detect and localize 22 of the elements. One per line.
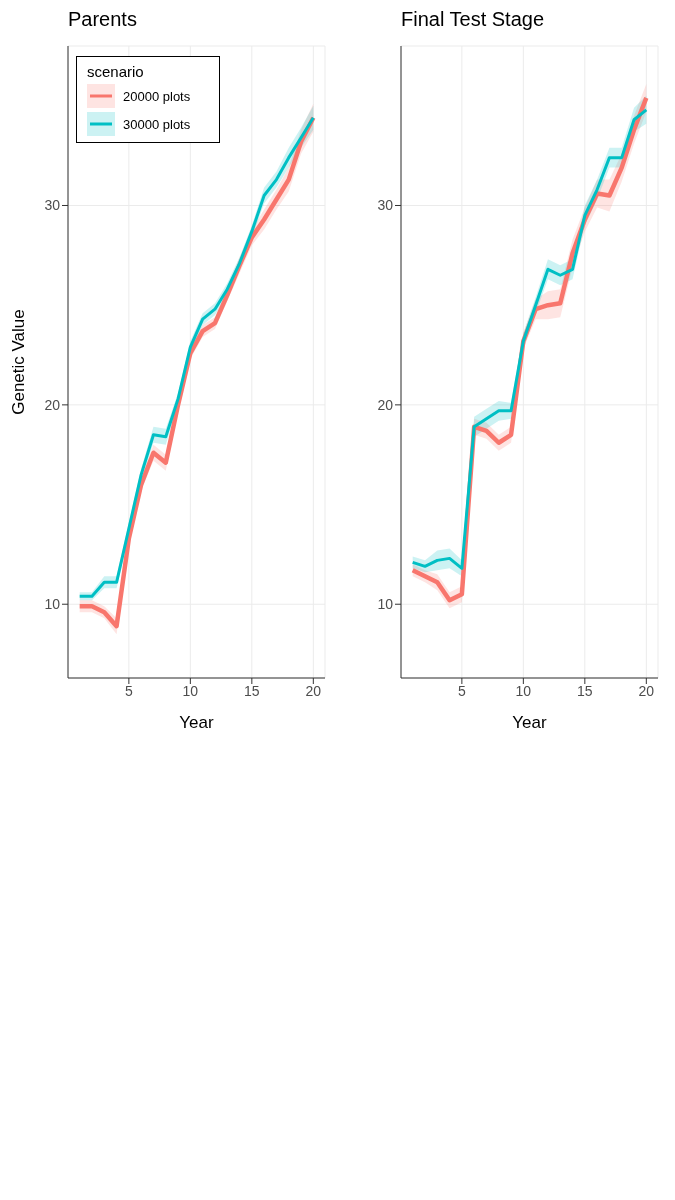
legend-label: 30000 plots bbox=[123, 116, 191, 132]
x-tick-label: 10 bbox=[515, 682, 532, 699]
x-tick-label: 20 bbox=[638, 682, 655, 699]
x-tick-label: 20 bbox=[305, 682, 322, 699]
chart-title: Parents bbox=[68, 8, 138, 32]
y-tick-label: 30 bbox=[377, 197, 394, 214]
x-axis-title: Year bbox=[512, 713, 548, 732]
chart-title: Final Test Stage bbox=[401, 8, 546, 32]
x-axis-title: Year bbox=[179, 713, 215, 732]
y-tick-label: 10 bbox=[44, 596, 61, 613]
y-axis-title: Genetic Value bbox=[9, 309, 29, 415]
x-tick-label: 10 bbox=[182, 682, 199, 699]
legend-title: scenario bbox=[87, 63, 145, 80]
x-tick-label: 5 bbox=[457, 682, 466, 699]
x-tick-label: 15 bbox=[244, 682, 260, 699]
y-tick-label: 10 bbox=[377, 596, 394, 613]
y-tick-label: 20 bbox=[377, 396, 394, 413]
y-tick-label: 30 bbox=[44, 197, 61, 214]
y-tick-label: 20 bbox=[44, 396, 61, 413]
x-tick-label: 5 bbox=[124, 682, 133, 699]
legend-label: 20000 plots bbox=[123, 88, 191, 104]
x-tick-label: 15 bbox=[577, 682, 593, 699]
